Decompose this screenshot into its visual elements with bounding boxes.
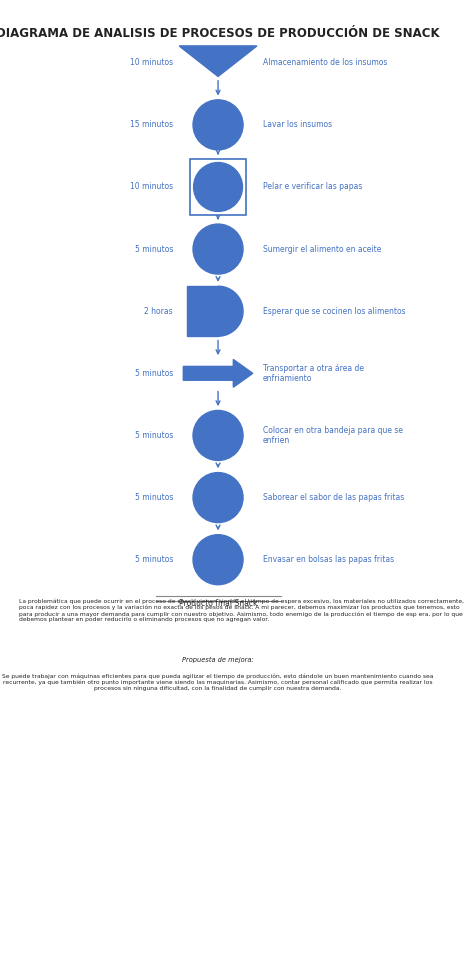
Text: Almacenamiento de los insumos: Almacenamiento de los insumos [263, 58, 387, 68]
Circle shape [193, 535, 243, 585]
Text: 5 minutos: 5 minutos [135, 431, 173, 440]
Text: 5 minutos: 5 minutos [135, 555, 173, 565]
Text: Esperar que se cocinen los alimentos: Esperar que se cocinen los alimentos [263, 307, 406, 316]
Circle shape [193, 224, 243, 274]
Text: Se puede trabajar con máquinas eficientes para que pueda agilizar el tiempo de p: Se puede trabajar con máquinas eficiente… [2, 674, 434, 691]
Text: Lavar los insumos: Lavar los insumos [263, 121, 332, 129]
Text: 5 minutos: 5 minutos [135, 369, 173, 378]
Polygon shape [183, 359, 253, 387]
Text: 2 horas: 2 horas [145, 307, 173, 316]
Bar [190, 159, 246, 215]
Circle shape [193, 162, 243, 211]
Text: Sumergir el alimento en aceite: Sumergir el alimento en aceite [263, 244, 382, 254]
Text: Transportar a otra área de
enfriamiento: Transportar a otra área de enfriamiento [263, 364, 364, 383]
Bar [188, 287, 218, 336]
Text: Pelar e verificar las papas: Pelar e verificar las papas [263, 182, 363, 191]
Text: Envasar en bolsas las papas fritas: Envasar en bolsas las papas fritas [263, 555, 394, 565]
Circle shape [193, 99, 243, 150]
Text: Saborear el sabor de las papas fritas: Saborear el sabor de las papas fritas [263, 493, 404, 502]
Circle shape [193, 473, 243, 523]
Polygon shape [218, 287, 243, 336]
Text: 5 minutos: 5 minutos [135, 493, 173, 502]
Text: DIAGRAMA DE ANALISIS DE PROCESOS DE PRODUCCIÓN DE SNACK: DIAGRAMA DE ANALISIS DE PROCESOS DE PROD… [0, 27, 440, 41]
Text: 10 minutos: 10 minutos [130, 182, 173, 191]
Text: Colocar en otra bandeja para que se
enfrien: Colocar en otra bandeja para que se enfr… [263, 426, 403, 445]
Text: Propuesta de mejora:: Propuesta de mejora: [182, 656, 254, 663]
Text: Producto final Snack: Producto final Snack [179, 598, 257, 608]
Text: 15 minutos: 15 minutos [130, 121, 173, 129]
Text: 5 minutos: 5 minutos [135, 244, 173, 254]
Text: 10 minutos: 10 minutos [130, 58, 173, 68]
Circle shape [193, 410, 243, 460]
Polygon shape [179, 46, 257, 76]
Text: La problemática que puede ocurrir en el proceso de snack vienen siendo el tiempo: La problemática que puede ocurrir en el … [19, 598, 464, 622]
